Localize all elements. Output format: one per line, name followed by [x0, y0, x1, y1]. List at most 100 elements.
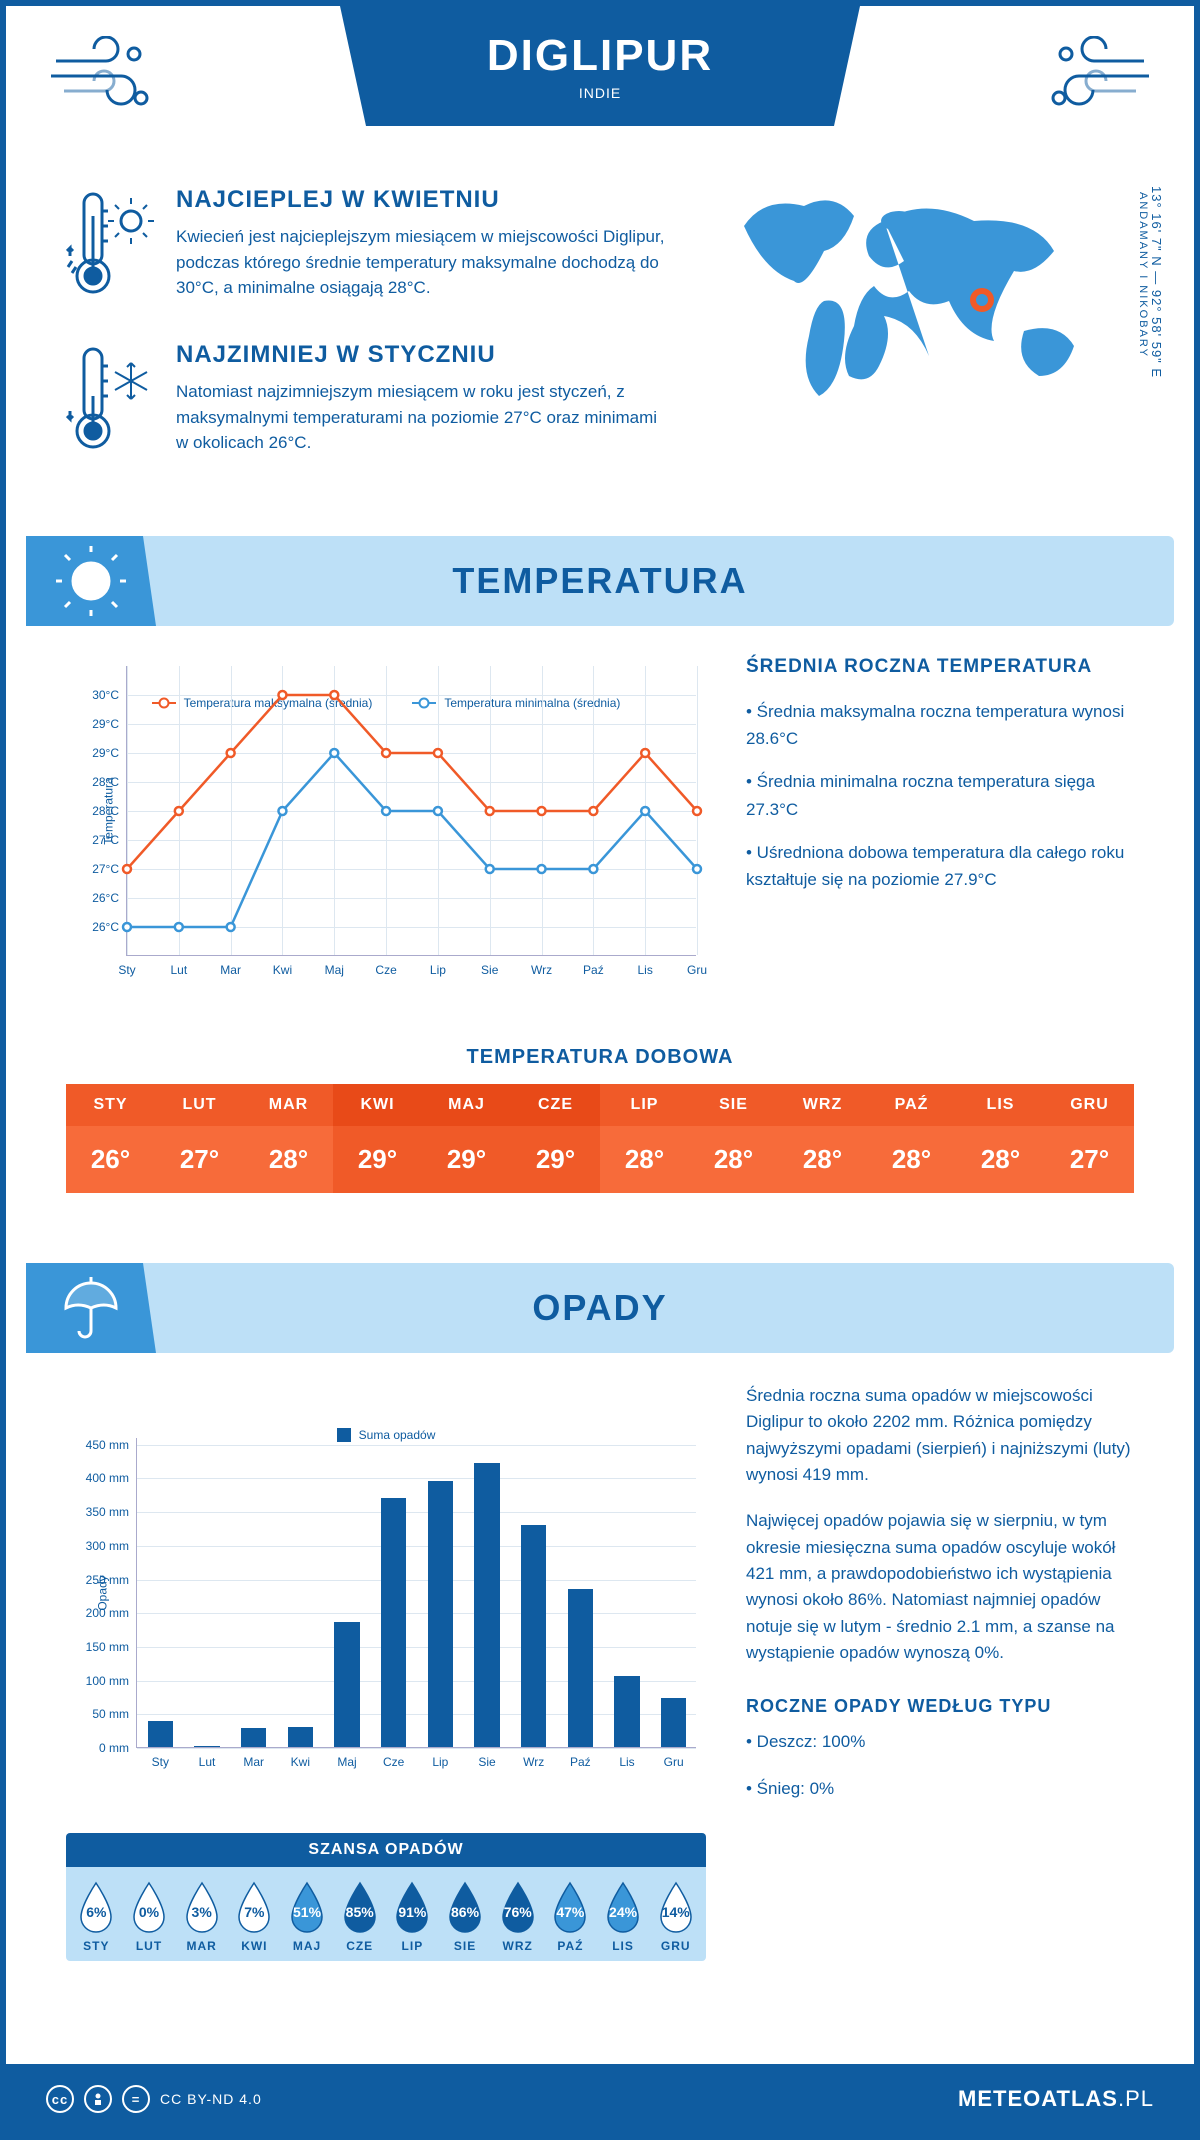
chance-month: PAŹ — [544, 1939, 597, 1953]
daily-value: 29° — [511, 1126, 600, 1193]
temperature-section-header: TEMPERATURA — [26, 536, 1174, 626]
temperature-info: ŚREDNIA ROCZNA TEMPERATURA • Średnia mak… — [746, 656, 1134, 1016]
chance-cell: 14% GRU — [649, 1879, 702, 1953]
daily-value: 26° — [66, 1126, 155, 1193]
daily-month: LIS — [956, 1084, 1045, 1126]
coldest-block: NAJZIMNIEJ W STYCZNIU Natomiast najzimni… — [66, 341, 674, 466]
temp-bullet: • Średnia minimalna roczna temperatura s… — [746, 768, 1134, 822]
precip-bytype-item: • Śnieg: 0% — [746, 1776, 1134, 1802]
chance-cell: 85% CZE — [333, 1879, 386, 1953]
precip-bar — [614, 1676, 640, 1747]
chance-cell: 47% PAŹ — [544, 1879, 597, 1953]
footer: cc = CC BY-ND 4.0 METEOATLAS.PL — [6, 2064, 1194, 2134]
daily-value: 29° — [422, 1126, 511, 1193]
precip-bar — [148, 1721, 174, 1747]
daily-temp-title: TEMPERATURA DOBOWA — [66, 1046, 1134, 1069]
precip-bar — [241, 1728, 267, 1747]
daily-value: 27° — [1045, 1126, 1134, 1193]
raindrop-icon: 47% — [549, 1879, 591, 1933]
temperature-line-chart: Temperatura 26°C26°C27°C27°C28°C28°C29°C… — [66, 656, 706, 1016]
chance-month: MAR — [175, 1939, 228, 1953]
daily-value: 29° — [333, 1126, 422, 1193]
precip-bar — [194, 1746, 220, 1747]
page-subtitle: INDIE — [579, 85, 621, 101]
daily-value: 28° — [778, 1126, 867, 1193]
daily-month: CZE — [511, 1084, 600, 1126]
chance-month: LIP — [386, 1939, 439, 1953]
precip-paragraph: Średnia roczna suma opadów w miejscowośc… — [746, 1383, 1134, 1488]
precip-bar — [568, 1589, 594, 1747]
precip-title: OPADY — [532, 1287, 667, 1329]
chance-month: CZE — [333, 1939, 386, 1953]
precip-bar — [661, 1698, 687, 1747]
daily-month: MAR — [244, 1084, 333, 1126]
sun-icon — [26, 536, 156, 626]
daily-temp-table: STYLUTMARKWIMAJCZELIPSIEWRZPAŹLISGRU26°2… — [66, 1084, 1134, 1193]
chance-cell: 0% LUT — [123, 1879, 176, 1953]
daily-month: STY — [66, 1084, 155, 1126]
raindrop-icon: 7% — [233, 1879, 275, 1933]
precip-bar — [474, 1463, 500, 1747]
chance-month: WRZ — [491, 1939, 544, 1953]
precip-bar — [381, 1498, 407, 1747]
chance-cell: 86% SIE — [439, 1879, 492, 1953]
temperature-title: TEMPERATURA — [452, 560, 747, 602]
warmest-text: Kwiecień jest najcieplejszym miesiącem w… — [176, 224, 674, 301]
world-map-block: 13° 16' 7" N — 92° 58' 59" E ANDAMANY I … — [714, 186, 1134, 496]
raindrop-icon: 6% — [75, 1879, 117, 1933]
daily-value: 28° — [689, 1126, 778, 1193]
daily-value: 28° — [956, 1126, 1045, 1193]
daily-value: 27° — [155, 1126, 244, 1193]
daily-month: MAJ — [422, 1084, 511, 1126]
wind-icon — [1044, 36, 1154, 121]
by-icon — [84, 2085, 112, 2113]
daily-month: PAŹ — [867, 1084, 956, 1126]
precip-bar — [288, 1727, 314, 1747]
coldest-text: Natomiast najzimniejszym miesiącem w rok… — [176, 379, 674, 456]
precip-bar — [334, 1622, 360, 1747]
chance-month: LUT — [123, 1939, 176, 1953]
chance-cell: 24% LIS — [597, 1879, 650, 1953]
license-badge: cc = CC BY-ND 4.0 — [46, 2085, 262, 2113]
raindrop-icon: 85% — [339, 1879, 381, 1933]
chance-month: STY — [70, 1939, 123, 1953]
precip-bytype-item: • Deszcz: 100% — [746, 1729, 1134, 1755]
raindrop-icon: 86% — [444, 1879, 486, 1933]
temp-bullet: • Uśredniona dobowa temperatura dla całe… — [746, 839, 1134, 893]
precip-bytype-title: ROCZNE OPADY WEDŁUG TYPU — [746, 1696, 1134, 1717]
temp-bullet: • Średnia maksymalna roczna temperatura … — [746, 698, 1134, 752]
chance-cell: 76% WRZ — [491, 1879, 544, 1953]
daily-month: SIE — [689, 1084, 778, 1126]
title-banner: DIGLIPUR INDIE — [340, 6, 860, 126]
chance-month: KWI — [228, 1939, 281, 1953]
daily-month: GRU — [1045, 1084, 1134, 1126]
umbrella-icon — [26, 1263, 156, 1353]
nd-icon: = — [122, 2085, 150, 2113]
thermometer-snow-icon — [66, 341, 156, 466]
daily-value: 28° — [600, 1126, 689, 1193]
raindrop-icon: 76% — [497, 1879, 539, 1933]
site-logo: METEOATLAS.PL — [958, 2086, 1154, 2112]
chance-cell: 91% LIP — [386, 1879, 439, 1953]
daily-month: WRZ — [778, 1084, 867, 1126]
header: DIGLIPUR INDIE — [6, 6, 1194, 166]
precip-paragraph: Najwięcej opadów pojawia się w sierpniu,… — [746, 1508, 1134, 1666]
precip-section-header: OPADY — [26, 1263, 1174, 1353]
region-label: ANDAMANY I NIKOBARY — [1137, 192, 1149, 378]
precip-info: Średnia roczna suma opadów w miejscowośc… — [746, 1383, 1134, 1961]
daily-month: LUT — [155, 1084, 244, 1126]
world-map — [714, 186, 1114, 406]
daily-month: LIP — [600, 1084, 689, 1126]
chance-month: SIE — [439, 1939, 492, 1953]
intro-section: NAJCIEPLEJ W KWIETNIU Kwiecień jest najc… — [6, 166, 1194, 536]
chance-month: LIS — [597, 1939, 650, 1953]
raindrop-icon: 3% — [181, 1879, 223, 1933]
chance-month: MAJ — [281, 1939, 334, 1953]
wind-icon — [46, 36, 156, 121]
precip-bar — [428, 1481, 454, 1747]
daily-month: KWI — [333, 1084, 422, 1126]
page-title: DIGLIPUR — [487, 31, 713, 81]
raindrop-icon: 14% — [655, 1879, 697, 1933]
precip-chance-table: SZANSA OPADÓW 6% STY 0% LUT 3% MAR 7% — [66, 1833, 706, 1961]
chance-title: SZANSA OPADÓW — [66, 1833, 706, 1867]
